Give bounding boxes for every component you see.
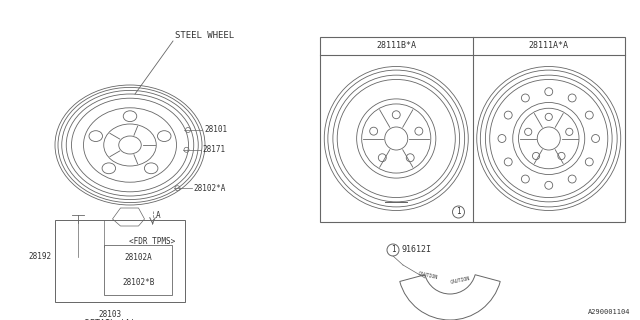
Text: STEEL WHEEL: STEEL WHEEL	[175, 30, 234, 39]
Text: <FDR TPMS>: <FDR TPMS>	[129, 237, 175, 246]
Text: DETAIL 'A': DETAIL 'A'	[84, 319, 134, 320]
Bar	[55, 220, 185, 302]
Text: 1: 1	[456, 207, 461, 217]
Text: 28171: 28171	[202, 145, 226, 154]
Text: 28192: 28192	[29, 252, 52, 261]
Text: 28102*B: 28102*B	[122, 278, 154, 287]
Text: 28101: 28101	[204, 125, 227, 134]
Text: CAUTION: CAUTION	[418, 271, 438, 281]
Text: 28103: 28103	[98, 310, 121, 319]
Text: 1: 1	[390, 245, 396, 254]
Text: 28111B*A: 28111B*A	[376, 42, 416, 51]
Text: 28111A*A: 28111A*A	[529, 42, 569, 51]
Text: A290001104: A290001104	[588, 309, 630, 315]
Text: 91612I: 91612I	[401, 245, 431, 254]
Text: 28102*A: 28102*A	[193, 184, 226, 193]
Text: CAUTION: CAUTION	[450, 276, 470, 284]
Bar	[104, 244, 172, 295]
Bar	[320, 37, 625, 222]
Text: 28102A: 28102A	[124, 253, 152, 262]
Text: A: A	[156, 211, 160, 220]
